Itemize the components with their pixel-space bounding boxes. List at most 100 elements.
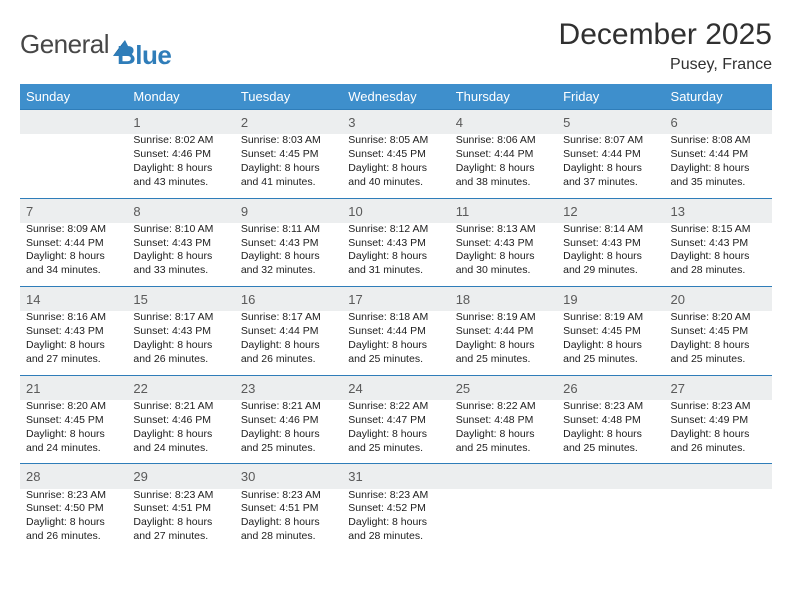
day-detail-cell: Sunrise: 8:12 AMSunset: 4:43 PMDaylight:…: [342, 223, 449, 287]
day-number-cell: 31: [342, 464, 449, 489]
day-number-cell: 29: [127, 464, 234, 489]
sunrise-line: Sunrise: 8:13 AM: [456, 223, 536, 235]
sunrise-line: Sunrise: 8:03 AM: [241, 134, 321, 146]
day-detail-cell: Sunrise: 8:17 AMSunset: 4:44 PMDaylight:…: [235, 311, 342, 375]
sunrise-line: Sunrise: 8:23 AM: [671, 400, 751, 412]
day-number-cell: 20: [665, 287, 772, 312]
daynum-row: 14151617181920: [20, 287, 772, 312]
daylight-line: Daylight: 8 hours and 29 minutes.: [563, 250, 642, 276]
day-detail-cell: Sunrise: 8:23 AMSunset: 4:51 PMDaylight:…: [127, 489, 234, 552]
day-detail-cell: Sunrise: 8:03 AMSunset: 4:45 PMDaylight:…: [235, 134, 342, 198]
day-number-cell: 10: [342, 198, 449, 223]
day-number-cell: 13: [665, 198, 772, 223]
daynum-row: 28293031: [20, 464, 772, 489]
day-number-cell: 7: [20, 198, 127, 223]
daylight-line: Daylight: 8 hours and 35 minutes.: [671, 162, 750, 188]
daylight-line: Daylight: 8 hours and 25 minutes.: [241, 428, 320, 454]
day-number-cell: [665, 464, 772, 489]
sunrise-line: Sunrise: 8:23 AM: [133, 489, 213, 501]
day-number-cell: 24: [342, 375, 449, 400]
sunrise-line: Sunrise: 8:08 AM: [671, 134, 751, 146]
day-detail-cell: Sunrise: 8:02 AMSunset: 4:46 PMDaylight:…: [127, 134, 234, 198]
daylight-line: Daylight: 8 hours and 30 minutes.: [456, 250, 535, 276]
day-detail-cell: Sunrise: 8:18 AMSunset: 4:44 PMDaylight:…: [342, 311, 449, 375]
sunrise-line: Sunrise: 8:21 AM: [241, 400, 321, 412]
day-number-cell: 19: [557, 287, 664, 312]
day-detail-cell: Sunrise: 8:06 AMSunset: 4:44 PMDaylight:…: [450, 134, 557, 198]
sunrise-line: Sunrise: 8:19 AM: [456, 311, 536, 323]
day-detail-cell: Sunrise: 8:23 AM Sunset: 4:49 PM Daylight:…: [665, 400, 772, 464]
day-number-cell: 30: [235, 464, 342, 489]
sunrise-line: Sunrise: 8:22 AM: [348, 400, 428, 412]
daylight-line: Daylight: 8 hours and 25 minutes.: [456, 339, 535, 365]
day-detail-cell: [20, 134, 127, 198]
sunrise-line: Sunrise: 8:19 AM: [563, 311, 643, 323]
daylight-line: Daylight: 8 hours and 34 minutes.: [26, 250, 105, 276]
daylight-line: Daylight: 8 hours and 25 minutes.: [348, 339, 427, 365]
sunrise-line: Sunrise: 8:17 AM: [241, 311, 321, 323]
day-number-cell: 11: [450, 198, 557, 223]
day-number-cell: 1: [127, 110, 234, 135]
sunset-line: Sunset: 4:51 PM: [241, 502, 319, 514]
sunset-line: Sunset: 4:49 PM: [671, 414, 749, 426]
daylight-line: Daylight: 8 hours and 27 minutes.: [133, 516, 212, 542]
sunset-line: Sunset: 4:43 PM: [133, 237, 211, 249]
daylight-line: Daylight: 8 hours and 25 minutes.: [456, 428, 535, 454]
detail-row: Sunrise: 8:09 AMSunset: 4:44 PMDaylight:…: [20, 223, 772, 287]
dow-thu: Thursday: [450, 84, 557, 110]
day-number-cell: 28: [20, 464, 127, 489]
calendar-page: General Blue December 2025 Pusey, France…: [0, 0, 792, 612]
sunset-line: Sunset: 4:47 PM: [348, 414, 426, 426]
day-number-cell: [557, 464, 664, 489]
sunset-line: Sunset: 4:43 PM: [26, 325, 104, 337]
sunset-line: Sunset: 4:43 PM: [456, 237, 534, 249]
header: General Blue December 2025 Pusey, France: [20, 18, 772, 74]
day-detail-cell: Sunrise: 8:21 AMSunset: 4:46 PMDaylight:…: [235, 400, 342, 464]
daylight-line: Daylight: 8 hours and 28 minutes.: [671, 250, 750, 276]
sunrise-line: Sunrise: 8:12 AM: [348, 223, 428, 235]
sunset-line: Sunset: 4:45 PM: [563, 325, 641, 337]
daylight-line: Daylight: 8 hours and 26 minutes.: [671, 428, 750, 454]
calendar-body: 123456Sunrise: 8:02 AMSunset: 4:46 PMDay…: [20, 110, 772, 552]
day-number-cell: [20, 110, 127, 135]
sunset-line: Sunset: 4:43 PM: [671, 237, 749, 249]
sunset-line: Sunset: 4:44 PM: [456, 325, 534, 337]
sunrise-line: Sunrise: 8:23 AM: [241, 489, 321, 501]
day-detail-cell: Sunrise: 8:23 AMSunset: 4:48 PMDaylight:…: [557, 400, 664, 464]
sunrise-line: Sunrise: 8:16 AM: [26, 311, 106, 323]
sunrise-line: Sunrise: 8:20 AM: [26, 400, 106, 412]
daylight-line: Daylight: 8 hours and 31 minutes.: [348, 250, 427, 276]
day-number-cell: 26: [557, 375, 664, 400]
logo: General Blue: [20, 18, 171, 71]
daylight-line: Daylight: 8 hours and 26 minutes.: [26, 516, 105, 542]
sunset-line: Sunset: 4:43 PM: [563, 237, 641, 249]
sunset-line: Sunset: 4:43 PM: [241, 237, 319, 249]
day-detail-cell: Sunrise: 8:14 AM Sunset: 4:43 PMDaylight:…: [557, 223, 664, 287]
day-number-cell: [450, 464, 557, 489]
sunset-line: Sunset: 4:44 PM: [241, 325, 319, 337]
daylight-line: Daylight: 8 hours and 25 minutes.: [563, 339, 642, 365]
day-number-cell: 2: [235, 110, 342, 135]
day-detail-cell: Sunrise: 8:20 AMSunset: 4:45 PMDaylight:…: [665, 311, 772, 375]
dow-fri: Friday: [557, 84, 664, 110]
daynum-row: 123456: [20, 110, 772, 135]
sunset-line: Sunset: 4:48 PM: [456, 414, 534, 426]
sunset-line: Sunset: 4:43 PM: [133, 325, 211, 337]
detail-row: Sunrise: 8:16 AM Sunset: 4:43 PM Daylight:…: [20, 311, 772, 375]
sunrise-line: Sunrise: 8:14 AM: [563, 223, 643, 235]
dow-sat: Saturday: [665, 84, 772, 110]
day-detail-cell: Sunrise: 8:10 AMSunset: 4:43 PMDaylight:…: [127, 223, 234, 287]
daylight-line: Daylight: 8 hours and 25 minutes.: [348, 428, 427, 454]
sunrise-line: Sunrise: 8:09 AM: [26, 223, 106, 235]
daylight-line: Daylight: 8 hours and 38 minutes.: [456, 162, 535, 188]
day-detail-cell: Sunrise: 8:15 AMSunset: 4:43 PMDaylight:…: [665, 223, 772, 287]
day-detail-cell: Sunrise: 8:23 AMSunset: 4:52 PMDaylight:…: [342, 489, 449, 552]
logo-text-1: General: [20, 29, 109, 60]
daylight-line: Daylight: 8 hours and 28 minutes.: [348, 516, 427, 542]
daylight-line: Daylight: 8 hours and 37 minutes.: [563, 162, 642, 188]
dow-wed: Wednesday: [342, 84, 449, 110]
sunset-line: Sunset: 4:46 PM: [133, 414, 211, 426]
sunrise-line: Sunrise: 8:10 AM: [133, 223, 213, 235]
detail-row: Sunrise: 8:23 AMSunset: 4:50 PMDaylight:…: [20, 489, 772, 552]
day-detail-cell: Sunrise: 8:23 AMSunset: 4:50 PMDaylight:…: [20, 489, 127, 552]
